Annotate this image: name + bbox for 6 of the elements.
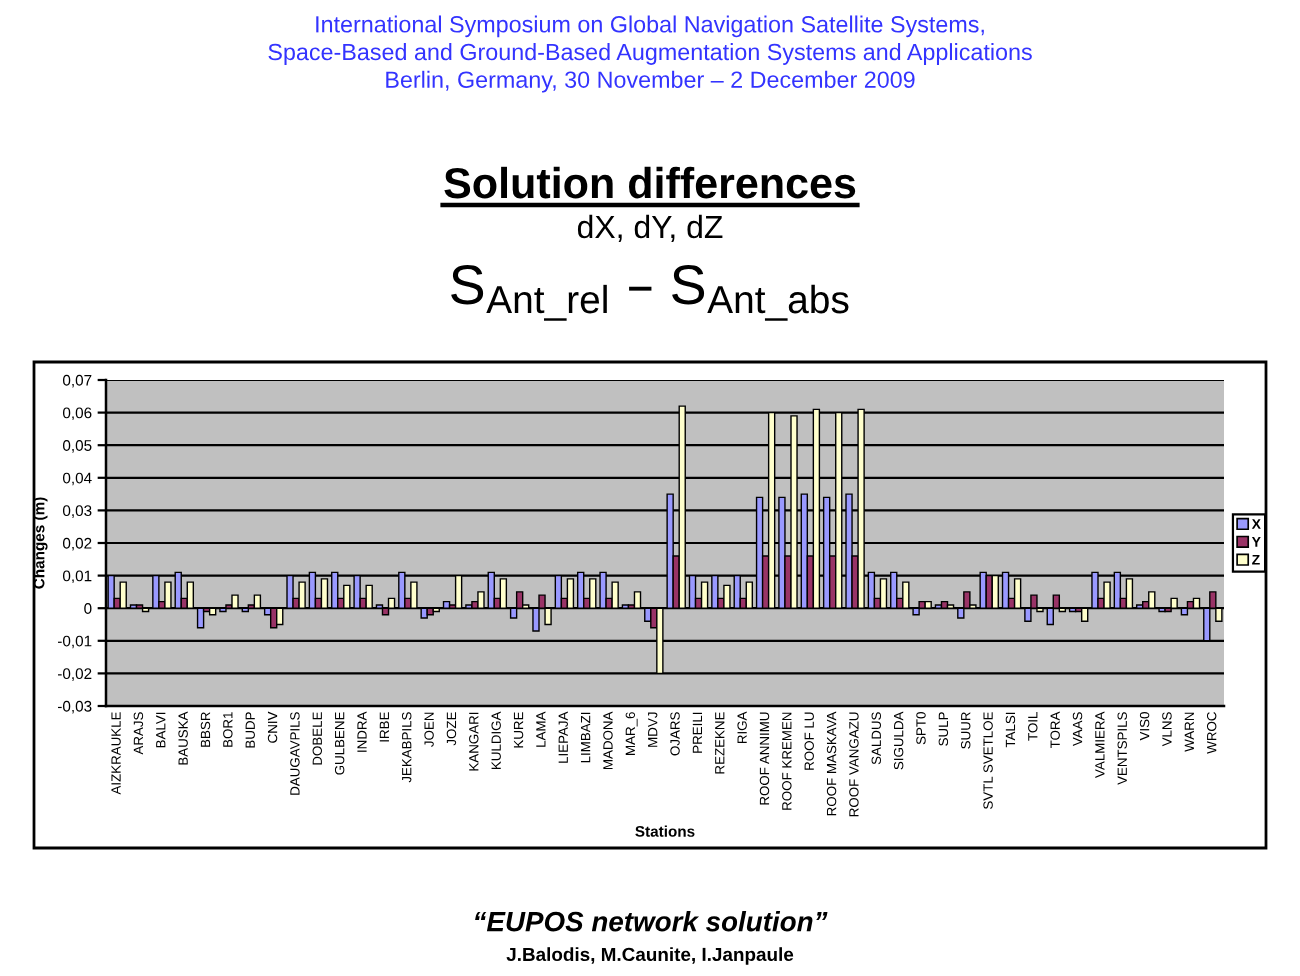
chart-subtitle: dX, dY, dZ — [577, 214, 723, 243]
text: S$_{Ant_rel}$ – S$_{Ant_abs}$ — [451, 265, 849, 321]
text: “EUPOS network solution” — [475, 911, 828, 932]
text: J.Balodis, M.Caunite, I.Janpaule — [506, 947, 794, 965]
text: International Symposium on Global Navigation Satellite Systems, Space-Based and Ground-Based Augmentation Systems and Applications Berlin, Germany, 30 November – 2 December 2009 — [268, 15, 1032, 93]
chart-title: Solution differences — [444, 166, 856, 199]
